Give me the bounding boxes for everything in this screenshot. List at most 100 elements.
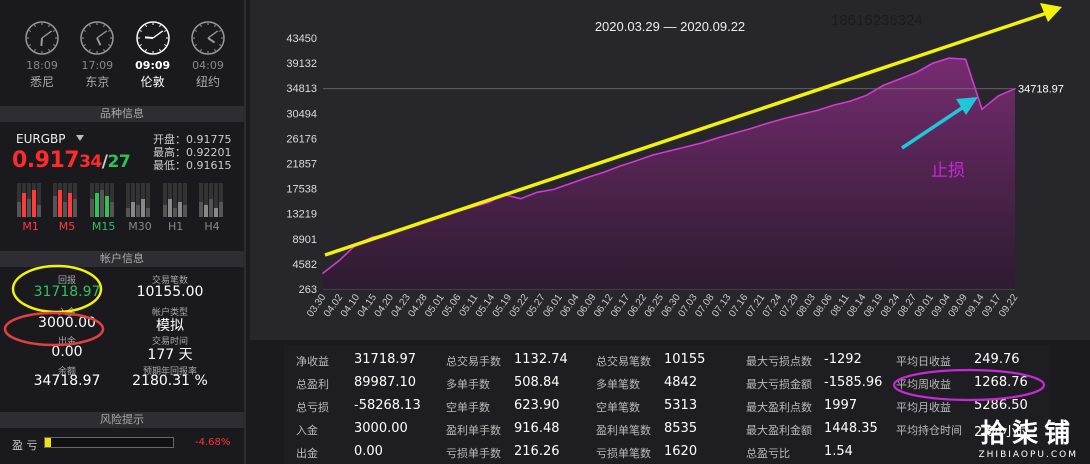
stat-value: 0.00 <box>354 444 383 459</box>
data-point <box>997 95 1000 97</box>
cyan-arrow <box>901 104 966 150</box>
clock-2[interactable]: 09:09 伦敦 <box>131 20 175 98</box>
stat-label: 平均日收益 <box>896 355 951 368</box>
timeframe-bar-h1[interactable] <box>162 183 188 217</box>
stat-label: 入金 <box>296 424 318 437</box>
y-tick-label: 34813 <box>286 83 317 95</box>
timeframe-bars <box>16 183 224 217</box>
clock-1[interactable]: 17:09 东京 <box>75 20 119 98</box>
current-value-label: 34718.97 <box>1018 84 1064 96</box>
data-point <box>898 78 901 80</box>
stat-value: 8535 <box>664 421 698 436</box>
stat-value: 4842 <box>664 375 698 390</box>
data-point <box>684 146 687 148</box>
data-point <box>849 100 852 102</box>
data-point <box>882 84 884 87</box>
clock-time: 09:09 <box>135 59 171 72</box>
timeframe-label[interactable]: M15 <box>91 220 116 233</box>
risk-progress-bar <box>44 437 174 448</box>
stat-value: 1448.35 <box>824 421 878 436</box>
symbol-selector[interactable]: EURGBP <box>16 132 66 146</box>
timeframe-label[interactable]: M30 <box>128 220 152 233</box>
yellow-circle-annotation <box>11 264 103 314</box>
data-point <box>668 150 670 152</box>
section-header-risk: 风险提示 <box>0 412 244 428</box>
timeframe-bar-m5[interactable] <box>52 183 78 217</box>
stat-label: 亏损单手数 <box>446 447 501 460</box>
stat-value: 1620 <box>664 444 698 459</box>
stat-label: 总盈利 <box>296 378 329 391</box>
withdraw-value: 0.00 <box>51 344 83 360</box>
clock-time: 18:09 <box>26 59 58 72</box>
timeframe-label[interactable]: M5 <box>58 220 76 233</box>
withdraw-label: 出金 <box>57 337 76 347</box>
equity-chart-panel: 43450 39132 34813 30494 26176 21857 17538 13219… <box>250 0 1090 340</box>
chevron-down-icon[interactable] <box>76 135 84 141</box>
stat-label: 总亏损 <box>296 401 329 414</box>
data-point <box>865 94 868 97</box>
stat-label: 盈利单手数 <box>446 424 501 437</box>
clock-3[interactable]: 04:09 纽约 <box>186 20 230 98</box>
x-tick-label: 09.22 <box>997 292 1021 319</box>
data-point <box>651 154 654 156</box>
return-value: 31718.97 <box>33 284 101 300</box>
timeframe-label[interactable]: H4 <box>204 220 220 233</box>
timeframe-bar-m1[interactable] <box>16 183 42 217</box>
red-circle-annotation <box>3 311 105 347</box>
y-tick-label: 13219 <box>286 209 317 221</box>
data-point <box>948 57 950 59</box>
data-point <box>519 197 522 200</box>
return-label: 回报 <box>57 276 76 286</box>
stat-label: 出金 <box>296 447 318 460</box>
stat-label: 总交易笔数 <box>596 355 651 368</box>
data-point <box>816 109 819 112</box>
world-clocks: 18:09 悉尼 17:09 东京 09:09 伦敦 04:09 纽约 <box>20 20 230 98</box>
data-point <box>635 160 637 162</box>
data-point <box>734 132 736 134</box>
timeframe-label[interactable]: M1 <box>22 220 39 233</box>
timeframe-bar-h4[interactable] <box>198 183 224 217</box>
stat-label: 多单笔数 <box>596 378 640 391</box>
data-point <box>618 165 621 167</box>
y-tick-label: 21857 <box>286 158 317 170</box>
trade-time-label: 交易时间 <box>151 337 188 347</box>
stat-value: 5313 <box>664 398 698 413</box>
stat-value: -58268.13 <box>354 398 421 413</box>
stat-label: 平均持仓时间 <box>896 424 962 437</box>
timeframe-bar-m30[interactable] <box>125 183 151 217</box>
stat-value: 1268.76 <box>974 375 1028 390</box>
stat-value: 916.48 <box>514 421 560 436</box>
balance-value: 34718.97 <box>33 373 101 389</box>
balance-label: 余额 <box>57 367 76 377</box>
clock-icon <box>135 21 170 55</box>
price-pips: 34 <box>79 152 102 172</box>
risk-label: 盈 亏 <box>12 439 38 452</box>
stat-value: 1.54 <box>824 444 853 459</box>
equity-area <box>323 58 1015 289</box>
data-point <box>915 71 917 74</box>
data-point <box>585 176 588 179</box>
timeframe-bar-m15[interactable] <box>89 183 115 217</box>
annual-return-value: 2180.31 % <box>132 373 208 389</box>
stat-label: 平均月收益 <box>896 401 951 414</box>
data-point <box>964 58 967 61</box>
trades-value: 10155.00 <box>136 284 204 300</box>
timeframe-label[interactable]: H1 <box>168 220 184 233</box>
trades-label: 交易笔数 <box>151 276 188 286</box>
section-header-symbol: 品种信息 <box>0 106 244 122</box>
phone-annotation: 18616236324 <box>831 12 923 29</box>
watermark-url: ZHIBIAOPU.COM <box>978 450 1078 460</box>
clock-icon <box>80 21 115 55</box>
data-point <box>783 117 786 120</box>
stat-value: 1997 <box>824 398 858 413</box>
high-price: 最高：0.92201 <box>153 146 232 159</box>
stat-value: 1132.74 <box>514 352 568 367</box>
stat-value: 5286.50 <box>974 398 1028 413</box>
clock-0[interactable]: 18:09 悉尼 <box>20 20 64 98</box>
account-type-value: 模拟 <box>156 318 184 334</box>
price-main: 0.917 <box>12 148 80 173</box>
data-point <box>981 108 983 110</box>
data-point <box>800 113 802 116</box>
yellow-arrowhead <box>1040 3 1062 22</box>
risk-value: -4.68% <box>195 437 231 448</box>
